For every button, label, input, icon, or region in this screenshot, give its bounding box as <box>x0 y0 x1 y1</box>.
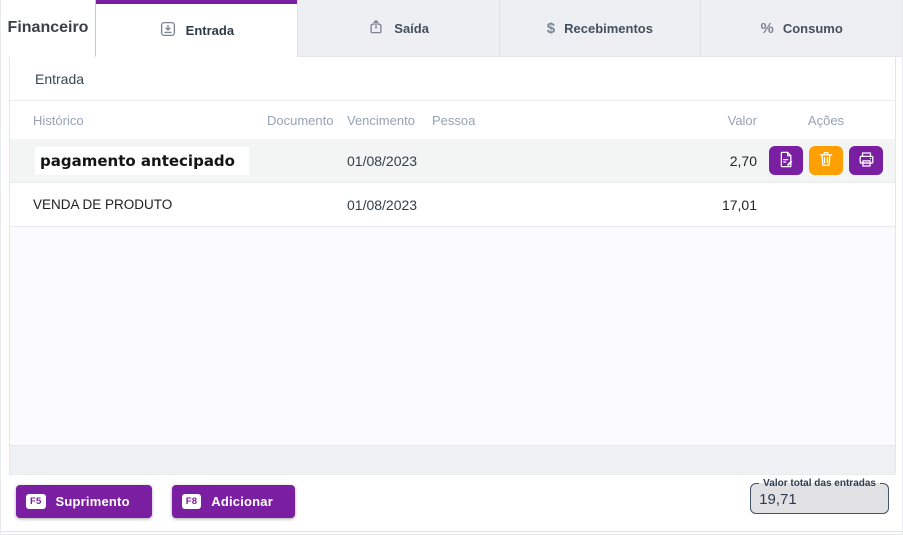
horizontal-scrollbar-track[interactable] <box>10 446 895 474</box>
tab-bar: Financeiro Entrada Saída $ Recebimentos <box>1 0 902 57</box>
tab-label: Saída <box>394 20 429 36</box>
col-header-documento: Documento <box>267 112 334 128</box>
cell-valor: 17,01 <box>721 196 757 213</box>
download-tray-icon <box>159 20 177 41</box>
adicionar-button-label: Adicionar <box>211 494 273 509</box>
print-row-button[interactable] <box>849 146 883 175</box>
trash-icon <box>817 150 835 171</box>
suprimento-button[interactable]: F5 Suprimento <box>16 485 152 518</box>
tab-label: Recebimentos <box>564 20 653 36</box>
dollar-icon: $ <box>546 19 556 37</box>
f8-key-badge: F8 <box>181 493 202 510</box>
edit-row-button[interactable] <box>769 146 803 175</box>
cell-valor: 2,70 <box>729 152 757 169</box>
total-entradas-box: Valor total das entradas 19,71 <box>750 478 889 514</box>
table-row[interactable]: VENDA DE PRODUTO 01/08/2023 17,01 <box>10 183 895 227</box>
table-row[interactable]: pagamento antecipado 01/08/2023 2,70 <box>10 139 895 183</box>
table-header: Histórico Documento Vencimento Pessoa Va… <box>10 101 895 139</box>
edit-document-icon <box>777 150 796 172</box>
tab-recebimentos[interactable]: $ Recebimentos <box>498 0 701 57</box>
window-bottom-border <box>1 531 902 532</box>
percent-icon: % <box>760 19 774 37</box>
col-header-acoes: Ações <box>807 112 845 128</box>
cell-historico: VENDA DE PRODUTO <box>33 197 173 212</box>
tab-label: Entrada <box>185 22 235 38</box>
delete-row-button[interactable] <box>809 146 843 175</box>
tab-consumo[interactable]: % Consumo <box>700 0 902 57</box>
cell-vencimento: 01/08/2023 <box>347 196 418 213</box>
col-header-pessoa: Pessoa <box>432 112 476 128</box>
table-empty-area <box>10 227 895 446</box>
col-header-valor: Valor <box>727 112 757 128</box>
entrada-panel: Entrada Histórico Documento Vencimento P… <box>9 57 896 475</box>
total-entradas-value: 19,71 <box>759 491 797 508</box>
total-entradas-label: Valor total das entradas <box>763 478 876 489</box>
f5-key-badge: F5 <box>26 493 46 510</box>
upload-tray-icon <box>367 18 385 39</box>
section-title: Entrada <box>10 57 895 101</box>
adicionar-button[interactable]: F8 Adicionar <box>171 485 295 518</box>
footer-bar: F5 Suprimento F8 Adicionar Valor total d… <box>1 475 902 534</box>
tab-entrada[interactable]: Entrada <box>96 0 297 57</box>
tab-saida[interactable]: Saída <box>296 0 499 57</box>
cell-vencimento: 01/08/2023 <box>347 152 418 169</box>
historico-edit-field[interactable]: pagamento antecipado <box>35 146 249 175</box>
page-title: Financeiro <box>1 0 96 57</box>
printer-icon <box>857 150 876 172</box>
col-header-vencimento: Vencimento <box>347 112 415 128</box>
col-header-historico: Histórico <box>33 112 84 128</box>
tab-label: Consumo <box>782 20 843 36</box>
suprimento-button-label: Suprimento <box>55 494 130 509</box>
